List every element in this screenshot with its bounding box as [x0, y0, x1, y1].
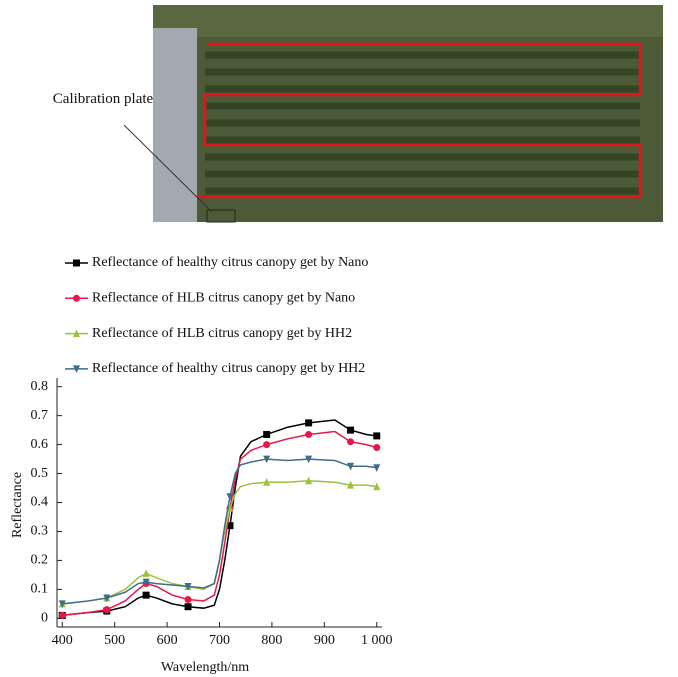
marker — [103, 594, 111, 603]
marker — [142, 591, 150, 599]
marker — [373, 432, 381, 440]
marker — [263, 430, 271, 438]
marker — [226, 522, 234, 530]
marker — [58, 611, 66, 619]
x-tick-label: 800 — [261, 633, 282, 648]
legend-marker — [73, 294, 80, 302]
series-line — [62, 430, 377, 617]
photo-label: Calibration plate — [52, 91, 154, 107]
x-tick-label: 600 — [157, 633, 178, 648]
marker — [373, 443, 381, 451]
aerial-photo — [123, 5, 663, 223]
y-tick-label: 0.1 — [31, 582, 49, 597]
marker — [58, 600, 66, 609]
x-tick-label: 700 — [209, 633, 230, 648]
marker — [103, 606, 111, 614]
y-tick-label: 0.7 — [31, 408, 49, 423]
x-tick-label: 400 — [52, 633, 73, 648]
legend-label: Reflectance of HLB citrus canopy get by … — [92, 291, 355, 306]
marker — [347, 438, 355, 446]
marker — [142, 578, 150, 587]
legend-marker — [73, 329, 80, 338]
y-tick-label: 0 — [41, 611, 48, 626]
y-tick-label: 0.5 — [31, 466, 49, 481]
y-axis-label: Reflectance — [10, 472, 25, 538]
marker — [184, 595, 192, 603]
legend-marker — [73, 365, 80, 374]
y-tick-label: 0.3 — [31, 524, 49, 539]
y-tick-label: 0.8 — [31, 379, 49, 394]
marker — [347, 480, 355, 489]
legend-label: Reflectance of healthy citrus canopy get… — [92, 361, 365, 376]
legend-label: Reflectance of HLB citrus canopy get by … — [92, 326, 352, 341]
x-tick-label: 900 — [314, 633, 335, 648]
marker — [184, 603, 192, 611]
y-tick-label: 0.4 — [31, 495, 49, 510]
marker — [305, 430, 313, 438]
marker — [373, 482, 381, 491]
marker — [305, 419, 313, 427]
legend-label: Reflectance of healthy citrus canopy get… — [92, 255, 368, 270]
legend-marker — [73, 259, 80, 267]
marker — [347, 426, 355, 434]
marker — [305, 455, 313, 464]
marker — [263, 478, 271, 486]
marker — [142, 569, 150, 577]
y-tick-label: 0.6 — [31, 437, 49, 452]
marker — [184, 582, 192, 591]
y-tick-label: 0.2 — [31, 553, 49, 568]
marker — [305, 476, 313, 485]
series-line — [62, 419, 377, 617]
x-tick-label: 1 000 — [361, 633, 393, 648]
marker — [263, 455, 271, 464]
x-axis-label: Wavelength/nm — [161, 660, 249, 675]
marker — [373, 464, 381, 472]
marker — [263, 441, 271, 449]
series-line — [62, 458, 377, 605]
marker — [226, 493, 234, 501]
x-tick-label: 500 — [104, 633, 125, 648]
marker — [347, 462, 355, 471]
